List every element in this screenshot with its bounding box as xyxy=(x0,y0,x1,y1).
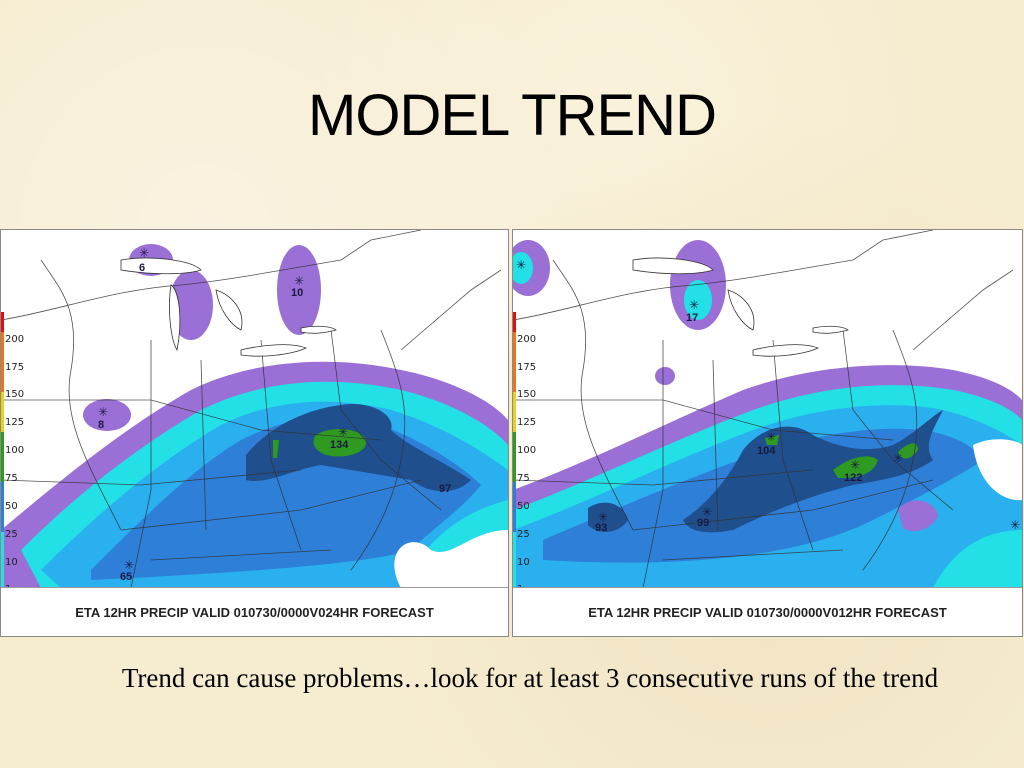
precip-blob-illinois xyxy=(655,367,675,385)
scale-label: 75 xyxy=(517,473,530,484)
great-lakes xyxy=(632,257,849,357)
scale-label: 125 xyxy=(5,417,25,428)
map-caption: ETA 12HR PRECIP VALID 010730/0000V024HR … xyxy=(1,587,508,636)
max-marker-icon: ✳ xyxy=(124,558,135,572)
precip-value: 10 xyxy=(291,287,304,299)
scale-label: 175 xyxy=(5,362,25,373)
precip-value: 122 xyxy=(844,472,863,484)
scale-label: 50 xyxy=(517,501,530,512)
slide-title: MODEL TREND xyxy=(308,83,717,148)
state-borders xyxy=(1,230,502,588)
precip-blob-ontario xyxy=(277,245,321,335)
precip-value: 99 xyxy=(697,517,710,529)
precip-contour-dark-blue xyxy=(683,410,943,533)
precip-blob-northwest-core xyxy=(513,252,533,284)
precip-value: 8 xyxy=(98,419,105,431)
precip-contour-dark-blue-2 xyxy=(588,502,628,532)
max-marker-icon: ✳ xyxy=(850,458,861,472)
precip-map-12hr: 200 175 150 125 100 75 50 25 10 1 ✳ ✳ 17… xyxy=(512,229,1023,637)
precip-map-24hr: 200 175 150 125 100 75 50 25 10 1 ✳ 6 ✳ … xyxy=(0,229,509,637)
max-marker-icon: ✳ xyxy=(893,451,904,465)
max-marker-icon: ✳ xyxy=(598,510,609,524)
scale-label: 50 xyxy=(5,501,18,512)
precip-value: 134 xyxy=(330,439,349,451)
slide-note: Trend can cause problems…look for at lea… xyxy=(121,663,939,693)
scale-label: 10 xyxy=(517,557,530,568)
max-marker-icon: ✳ xyxy=(689,298,700,312)
precip-value: 104 xyxy=(757,445,776,457)
max-marker-icon: ✳ xyxy=(516,258,527,272)
max-marker-icon: ✳ xyxy=(1010,518,1021,532)
scale-label: 175 xyxy=(517,362,537,373)
precip-contour-green-2 xyxy=(898,443,918,459)
max-marker-icon: ✳ xyxy=(702,505,713,519)
scale-label: 100 xyxy=(5,445,25,456)
scale-label: 25 xyxy=(517,529,530,540)
max-marker-icon: ✳ xyxy=(338,425,349,439)
precip-contour-green-small xyxy=(765,435,779,445)
precip-map-24hr-graphic xyxy=(1,230,508,588)
precip-blob-atlantic xyxy=(898,500,938,532)
scale-label: 200 xyxy=(5,334,25,345)
map-caption: ETA 12HR PRECIP VALID 010730/0000V012HR … xyxy=(513,587,1022,636)
precip-scale: 200 175 150 125 100 75 50 25 10 1 xyxy=(1,312,31,595)
precip-value: 97 xyxy=(439,483,452,495)
precip-contour-green xyxy=(833,456,878,478)
precip-value: 93 xyxy=(595,522,608,534)
max-marker-icon: ✳ xyxy=(766,430,777,444)
scale-label: 75 xyxy=(5,473,18,484)
precip-blob-michigan-core xyxy=(684,280,712,320)
precip-value: 17 xyxy=(686,312,699,324)
great-lakes xyxy=(120,257,337,357)
scale-label: 200 xyxy=(517,334,537,345)
scale-label: 150 xyxy=(5,389,25,400)
precip-value: 65 xyxy=(120,571,133,583)
scale-label: 100 xyxy=(517,445,537,456)
no-precip-area xyxy=(394,530,508,588)
scale-label: 10 xyxy=(5,557,18,568)
precip-blob-iowa xyxy=(83,399,131,431)
precip-value: 6 xyxy=(139,262,146,274)
max-marker-icon: ✳ xyxy=(139,246,150,260)
scale-label: 25 xyxy=(5,529,18,540)
precip-contour-green-small xyxy=(273,440,279,458)
precip-map-12hr-graphic xyxy=(513,230,1022,588)
precip-scale: 200 175 150 125 100 75 50 25 10 1 xyxy=(513,312,543,595)
scale-label: 150 xyxy=(517,389,537,400)
state-borders xyxy=(513,230,1014,588)
max-marker-icon: ✳ xyxy=(98,405,109,419)
scale-label: 125 xyxy=(517,417,537,428)
max-marker-icon: ✳ xyxy=(294,274,305,288)
no-precip-area xyxy=(973,439,1022,501)
